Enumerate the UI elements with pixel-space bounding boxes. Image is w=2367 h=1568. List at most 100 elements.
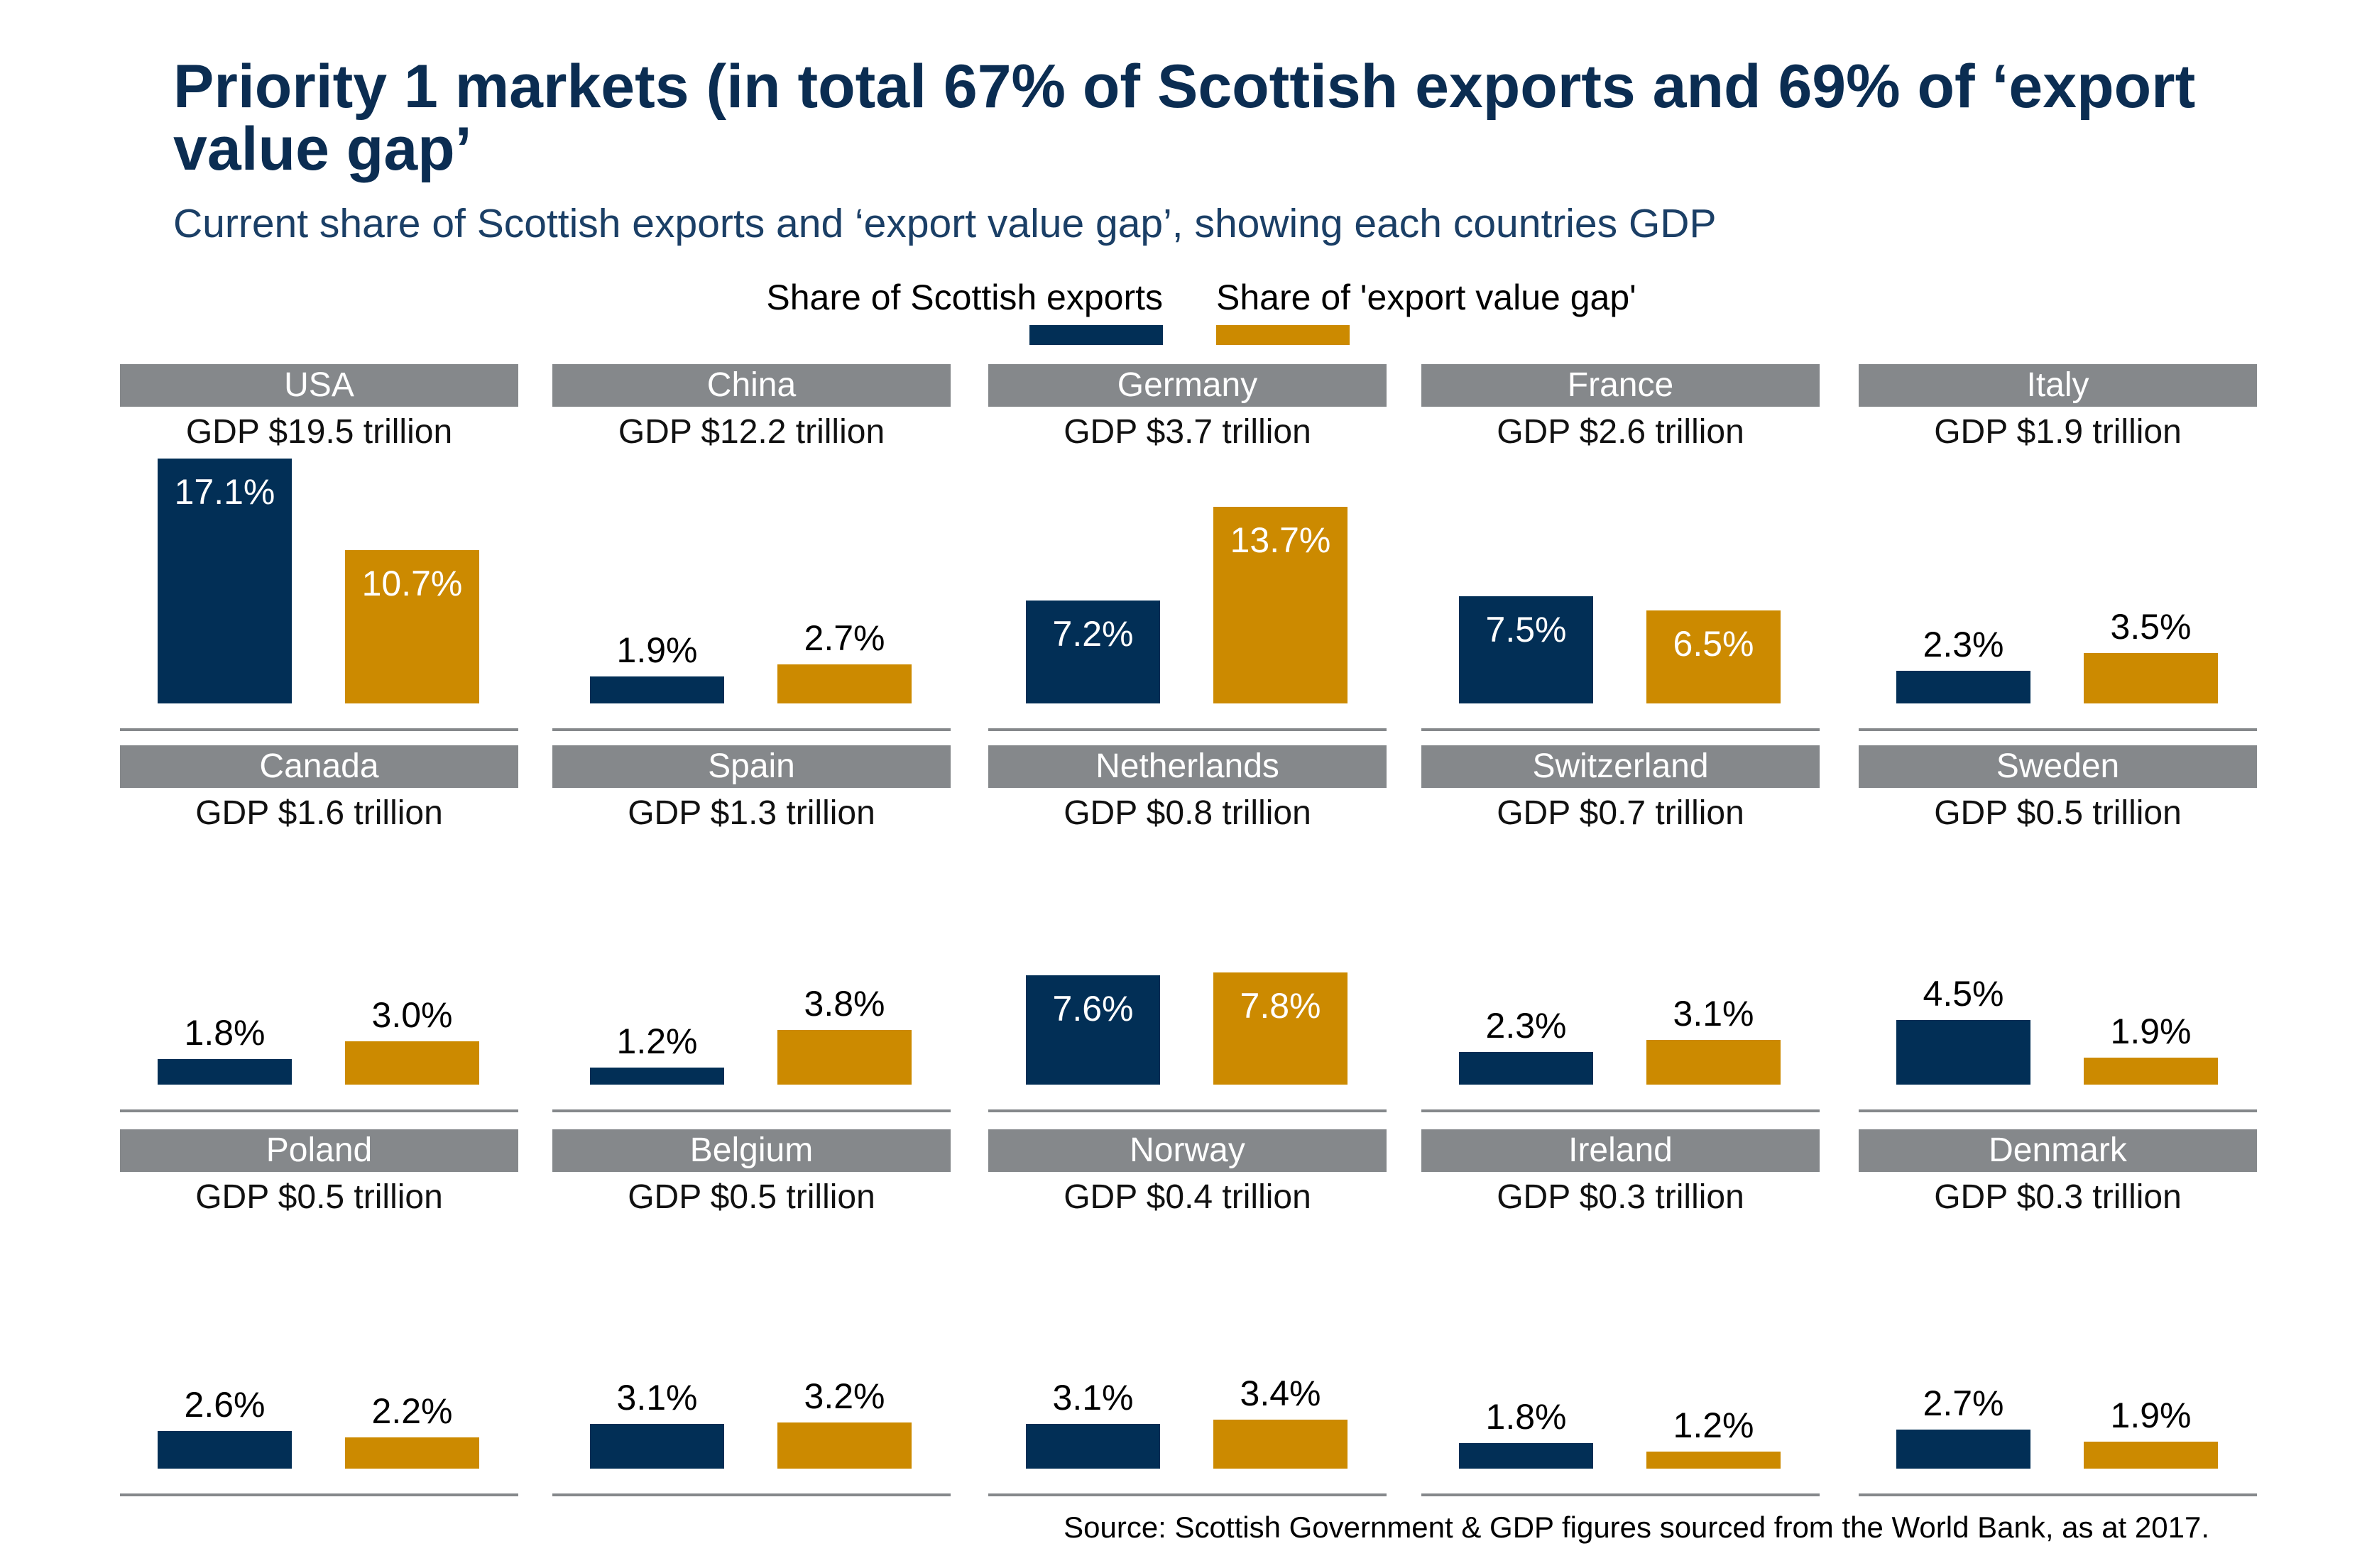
bar-gap — [2084, 653, 2218, 703]
bar-exports — [1896, 1020, 2030, 1085]
country-header: Poland — [120, 1129, 518, 1172]
data-label-gap: 6.5% — [1673, 623, 1754, 664]
bar-gap — [345, 1041, 479, 1085]
bar-exports — [158, 1431, 292, 1469]
data-label-exports: 7.2% — [1052, 613, 1134, 654]
data-label-gap: 13.7% — [1230, 520, 1331, 561]
data-label-exports: 2.3% — [1485, 1005, 1567, 1046]
baseline — [988, 1493, 1387, 1496]
bar-exports — [590, 676, 724, 703]
legend-swatch-exports — [1029, 325, 1163, 345]
bar-gap — [345, 1437, 479, 1469]
gdp-label: GDP $0.3 trillion — [1934, 1178, 2182, 1216]
country-header: Switzerland — [1421, 745, 1820, 788]
bar-gap — [2084, 1441, 2218, 1469]
gdp-label: GDP $0.8 trillion — [1064, 794, 1311, 832]
country-header: Norway — [988, 1129, 1387, 1172]
data-label-gap: 2.7% — [804, 618, 885, 659]
legend-swatch-gap — [1216, 325, 1350, 345]
panel-germany: Germany GDP $3.7 trillion 7.2% 13.7% — [988, 364, 1387, 733]
baseline — [1421, 1109, 1820, 1112]
country-header: Germany — [988, 364, 1387, 407]
data-label-exports: 4.5% — [1923, 974, 2004, 1014]
baseline — [120, 1109, 518, 1112]
bar-exports — [1459, 1051, 1593, 1085]
data-label-gap: 3.0% — [371, 995, 453, 1036]
baseline — [552, 728, 951, 731]
data-label-gap: 10.7% — [361, 563, 463, 603]
data-label-exports: 3.1% — [616, 1378, 698, 1418]
data-label-exports: 1.8% — [184, 1012, 266, 1053]
gdp-label: GDP $19.5 trillion — [185, 413, 453, 451]
bar-exports — [1026, 975, 1160, 1085]
baseline — [1421, 1493, 1820, 1496]
bar-gap — [1646, 610, 1781, 703]
bar-exports — [590, 1424, 724, 1469]
bar-exports — [1459, 596, 1593, 703]
panel-belgium: Belgium GDP $0.5 trillion 3.1% 3.2% — [552, 1129, 951, 1498]
bar-gap — [1213, 1420, 1348, 1469]
bar-gap — [777, 1030, 912, 1085]
data-label-gap: 2.2% — [371, 1391, 453, 1431]
chart-subtitle: Current share of Scottish exports and ‘e… — [173, 201, 1717, 246]
country-header: Belgium — [552, 1129, 951, 1172]
country-header: Italy — [1859, 364, 2257, 407]
panel-spain: Spain GDP $1.3 trillion 1.2% 3.8% — [552, 745, 951, 1114]
bar-gap — [2084, 1057, 2218, 1085]
baseline — [552, 1109, 951, 1112]
gdp-label: GDP $0.5 trillion — [628, 1178, 875, 1216]
legend-label-exports: Share of Scottish exports — [766, 278, 1163, 317]
country-header: Canada — [120, 745, 518, 788]
baseline — [1859, 1109, 2257, 1112]
data-label-gap: 1.9% — [2110, 1395, 2192, 1435]
gdp-label: GDP $0.3 trillion — [1497, 1178, 1744, 1216]
data-label-exports: 1.8% — [1485, 1396, 1567, 1437]
bar-gap — [1646, 1451, 1781, 1469]
country-header: USA — [120, 364, 518, 407]
data-label-exports: 2.7% — [1923, 1383, 2004, 1424]
bar-gap — [1213, 972, 1348, 1085]
baseline — [988, 728, 1387, 731]
bar-exports — [1026, 600, 1160, 703]
gdp-label: GDP $1.9 trillion — [1934, 413, 2182, 451]
bar-exports — [590, 1067, 724, 1085]
country-header: Netherlands — [988, 745, 1387, 788]
bar-exports — [1896, 1430, 2030, 1469]
panel-usa: USA GDP $19.5 trillion 17.1% 10.7% — [120, 364, 518, 733]
baseline — [988, 1109, 1387, 1112]
country-header: China — [552, 364, 951, 407]
panel-sweden: Sweden GDP $0.5 trillion 4.5% 1.9% — [1859, 745, 2257, 1114]
data-label-exports: 3.1% — [1052, 1378, 1134, 1418]
baseline — [120, 728, 518, 731]
data-label-exports: 1.9% — [616, 630, 698, 670]
bar-exports — [1896, 670, 2030, 703]
gdp-label: GDP $0.7 trillion — [1497, 794, 1744, 832]
gdp-label: GDP $2.6 trillion — [1497, 413, 1744, 451]
country-header: France — [1421, 364, 1820, 407]
gdp-label: GDP $1.3 trillion — [628, 794, 875, 832]
panel-switzerland: Switzerland GDP $0.7 trillion 2.3% 3.1% — [1421, 745, 1820, 1114]
country-header: Spain — [552, 745, 951, 788]
data-label-gap: 3.8% — [804, 984, 885, 1024]
panel-norway: Norway GDP $0.4 trillion 3.1% 3.4% — [988, 1129, 1387, 1498]
legend-label-gap: Share of 'export value gap' — [1216, 278, 1636, 317]
panel-ireland: Ireland GDP $0.3 trillion 1.8% 1.2% — [1421, 1129, 1820, 1498]
baseline — [1421, 728, 1820, 731]
data-label-exports: 7.5% — [1485, 609, 1567, 649]
baseline — [1859, 728, 2257, 731]
data-label-exports: 7.6% — [1052, 989, 1134, 1029]
data-label-exports: 2.3% — [1923, 624, 2004, 664]
data-label-gap: 3.5% — [2110, 607, 2192, 647]
panel-denmark: Denmark GDP $0.3 trillion 2.7% 1.9% — [1859, 1129, 2257, 1498]
bar-gap — [777, 664, 912, 703]
bar-exports — [158, 458, 292, 703]
baseline — [552, 1493, 951, 1496]
gdp-label: GDP $12.2 trillion — [618, 413, 885, 451]
data-label-gap: 3.2% — [804, 1376, 885, 1417]
gdp-label: GDP $0.4 trillion — [1064, 1178, 1311, 1216]
data-label-gap: 1.9% — [2110, 1011, 2192, 1051]
bar-exports — [158, 1058, 292, 1085]
data-label-gap: 3.1% — [1673, 994, 1754, 1034]
data-label-gap: 1.2% — [1673, 1405, 1754, 1445]
data-label-gap: 7.8% — [1240, 986, 1321, 1026]
